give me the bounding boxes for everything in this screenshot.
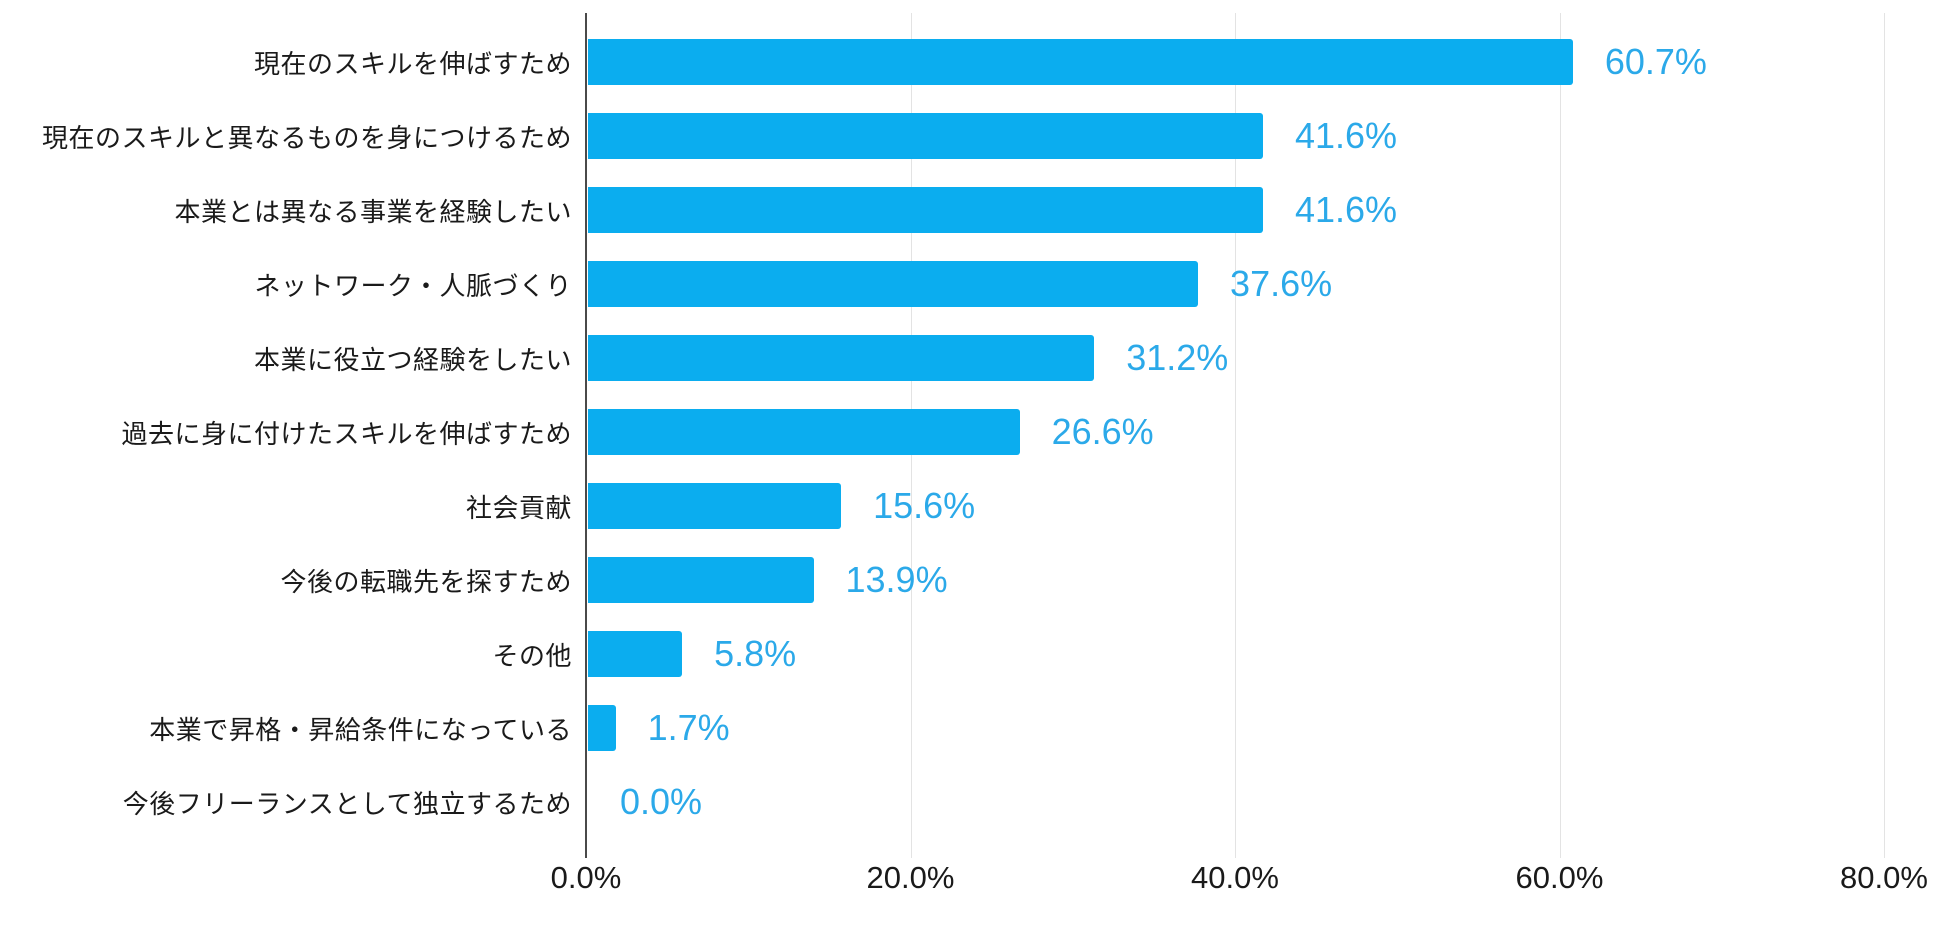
bar-row: その他 5.8% <box>0 617 1950 691</box>
x-tick-label: 60.0% <box>1515 860 1604 895</box>
y-axis-line <box>585 13 587 858</box>
bar <box>588 483 842 529</box>
category-label: その他 <box>492 640 572 671</box>
x-gridline <box>1235 13 1236 858</box>
bar <box>588 335 1095 381</box>
category-label: ネットワーク・人脈づくり <box>254 270 572 301</box>
value-label: 26.6% <box>1051 411 1154 452</box>
category-label: 過去に身に付けたスキルを伸ばすため <box>121 418 572 449</box>
bar <box>588 631 683 677</box>
category-label: 本業とは異なる事業を経験したい <box>174 196 572 227</box>
category-label: 本業に役立つ経験をしたい <box>253 344 572 375</box>
category-label: 今後の転職先を探すため <box>280 566 572 597</box>
x-tick-label: 80.0% <box>1840 860 1928 895</box>
category-label: 社会貢献 <box>465 492 572 523</box>
bar-row: 本業とは異なる事業を経験したい 41.6% <box>0 173 1950 247</box>
value-label: 15.6% <box>873 485 976 526</box>
value-label: 31.2% <box>1126 337 1229 378</box>
bar-row: 現在のスキルと異なるものを身につけるため 41.6% <box>0 99 1950 173</box>
value-label: 5.8% <box>714 633 797 674</box>
value-label: 0.0% <box>620 781 703 822</box>
x-tick-label: 0.0% <box>550 860 622 895</box>
bar <box>588 705 616 751</box>
value-label: 1.7% <box>647 707 730 748</box>
x-gridline <box>1884 13 1885 858</box>
x-tick-label: 40.0% <box>1191 860 1279 895</box>
value-label: 13.9% <box>845 559 948 600</box>
bar-row: 今後の転職先を探すため 13.9% <box>0 543 1950 617</box>
x-gridline <box>1559 13 1561 858</box>
category-label: 現在のスキルと異なるものを身につけるため <box>41 122 572 153</box>
bar <box>588 39 1573 85</box>
category-label: 今後フリーランスとして独立するため <box>122 788 572 819</box>
bar-row: 今後フリーランスとして独立するため 0.0% <box>0 765 1950 839</box>
value-label: 60.7% <box>1604 41 1707 82</box>
category-label: 本業で昇格・昇給条件になっている <box>149 714 572 745</box>
bar <box>588 113 1263 159</box>
bar-row: 社会貢献 15.6% <box>0 469 1950 543</box>
bar-row: 過去に身に付けたスキルを伸ばすため 26.6% <box>0 395 1950 469</box>
bar-row: ネットワーク・人脈づくり 37.6% <box>0 247 1950 321</box>
bar-row: 現在のスキルを伸ばすため 60.7% <box>0 25 1950 99</box>
bar-row: 本業に役立つ経験をしたい 31.2% <box>0 321 1950 395</box>
bar <box>588 409 1020 455</box>
value-label: 41.6% <box>1294 115 1398 156</box>
bar <box>588 261 1199 307</box>
bar <box>588 557 814 603</box>
x-tick-label: 20.0% <box>866 860 955 895</box>
value-label: 41.6% <box>1294 189 1398 230</box>
x-axis: 0.0% 20.0% 40.0% 60.0% 80.0% <box>0 860 1950 906</box>
value-label: 37.6% <box>1230 263 1333 304</box>
category-label: 現在のスキルを伸ばすため <box>253 48 572 79</box>
bar <box>588 187 1263 233</box>
bar-row: 本業で昇格・昇給条件になっている 1.7% <box>0 691 1950 765</box>
